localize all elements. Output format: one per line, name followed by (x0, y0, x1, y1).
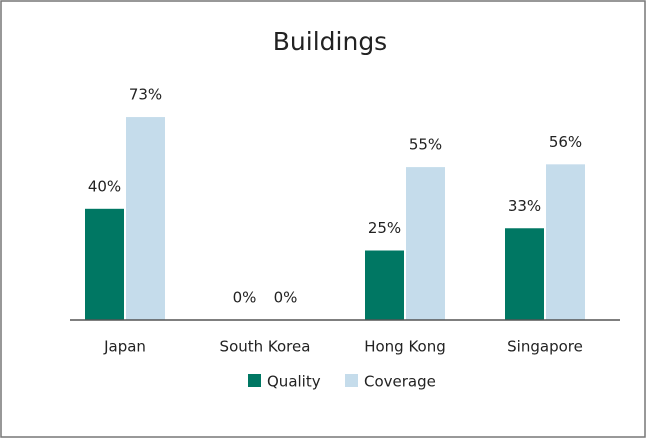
bar (85, 208, 124, 320)
data-label: 0% (233, 289, 257, 307)
bar (505, 228, 544, 320)
bar (406, 167, 445, 320)
data-label: 33% (508, 197, 541, 215)
data-label: 0% (274, 289, 298, 307)
chart-title: Buildings (273, 27, 387, 56)
x-tick-label: Japan (103, 338, 146, 356)
data-label: 40% (88, 177, 121, 195)
bar (126, 117, 165, 320)
x-tick-label: Singapore (507, 338, 583, 356)
legend-swatch (345, 374, 358, 387)
legend-label: Quality (267, 373, 321, 391)
data-label: 25% (368, 219, 401, 237)
data-label: 55% (409, 136, 442, 154)
x-tick-label: South Korea (220, 338, 311, 356)
legend-label: Coverage (364, 373, 436, 391)
bar (365, 250, 404, 320)
data-label: 56% (549, 133, 582, 151)
x-tick-label: Hong Kong (364, 338, 446, 356)
legend-swatch (248, 374, 261, 387)
data-label: 73% (129, 86, 162, 104)
bar (546, 164, 585, 320)
